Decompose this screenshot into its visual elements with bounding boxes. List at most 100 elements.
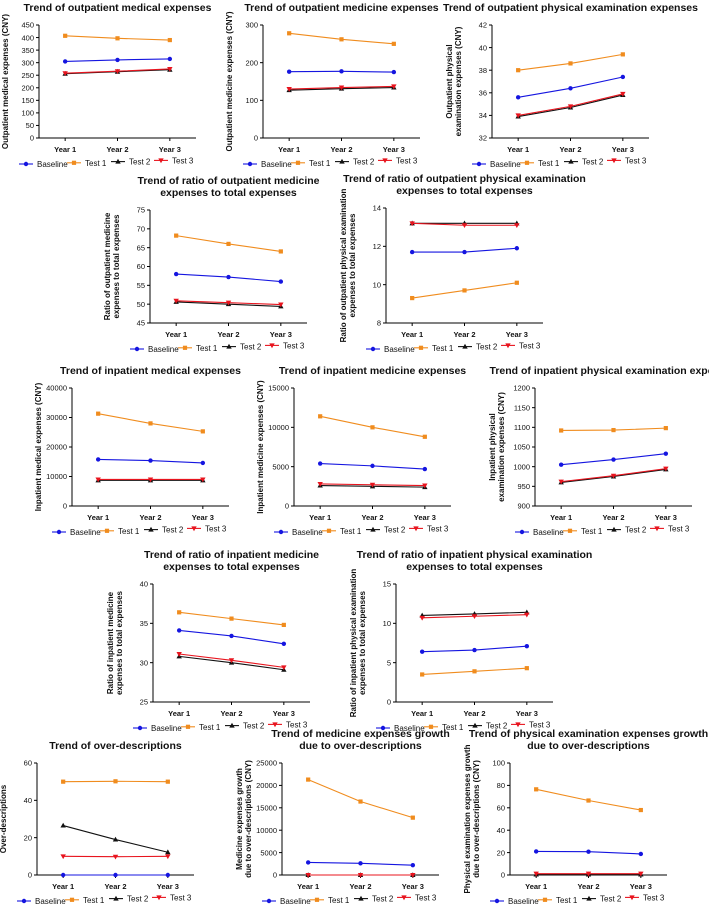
legend-marker <box>567 528 573 533</box>
chart-title: Trend of inpatient physical examination … <box>490 365 709 377</box>
legend-item-test-3: Test 3 <box>265 341 305 350</box>
y-tick-label: 250 <box>21 71 34 80</box>
chart-panel-8: Trend of inpatient physical examination … <box>488 365 709 537</box>
legend-marker <box>413 526 419 532</box>
legend-item-test-1: Test 1 <box>100 527 140 536</box>
data-point-test-1 <box>462 288 467 293</box>
x-tick-label: Year 1 <box>550 513 572 522</box>
legend-label: Baseline <box>35 897 66 906</box>
data-point-test-1 <box>113 779 118 784</box>
legend-item-baseline: Baseline <box>130 345 179 354</box>
data-point-baseline <box>173 271 179 277</box>
data-point-test-1 <box>638 807 643 813</box>
y-tick-label: 0 <box>273 871 277 880</box>
legend-marker <box>71 160 77 165</box>
y-tick-label: 100 <box>245 96 258 105</box>
legend-label: Test 2 <box>372 895 394 904</box>
data-point-baseline <box>281 641 287 646</box>
data-point-test-1 <box>174 233 179 238</box>
legend-label: Test 1 <box>309 159 331 168</box>
legend-label: Test 3 <box>643 893 665 902</box>
data-point-test-1 <box>422 434 427 439</box>
legend-item-test-3: Test 3 <box>501 341 541 350</box>
chart-title: expenses to total expenses <box>406 561 543 573</box>
data-point-test-3 <box>567 104 574 110</box>
data-point-test-1 <box>516 68 521 73</box>
y-axis-label: Ratio of inpatient physical examination <box>349 569 358 718</box>
legend-item-baseline: Baseline <box>262 897 311 906</box>
legend-item-test-1: Test 1 <box>67 159 107 168</box>
y-axis-label: due to over-descriptions (CNY) <box>472 760 481 878</box>
chart-title: expenses to total expenses <box>163 561 300 573</box>
x-tick-label: Year 1 <box>165 330 187 339</box>
legend-marker <box>326 528 332 533</box>
y-tick-label: 1150 <box>514 403 530 412</box>
legend-label: Test 1 <box>85 159 107 168</box>
y-tick-label: 8 <box>377 319 381 328</box>
data-point-test-1 <box>61 779 66 784</box>
legend-label: Test 1 <box>118 527 140 536</box>
legend-item-test-2: Test 2 <box>144 526 184 535</box>
x-tick-label: Year 1 <box>411 709 433 718</box>
legend-item-test-1: Test 1 <box>291 159 331 168</box>
legend-marker <box>56 529 62 535</box>
y-tick-label: 150 <box>21 96 34 105</box>
legend-item-test-3: Test 3 <box>409 524 449 533</box>
legend-label: Test 3 <box>396 156 418 165</box>
data-point-test-3 <box>515 113 521 119</box>
legend-item-test-1: Test 1 <box>181 723 221 732</box>
data-point-test-3 <box>317 481 323 487</box>
data-point-test-3 <box>165 854 171 860</box>
y-tick-label: 20000 <box>46 443 67 452</box>
chart-title: Trend of outpatient medical expenses <box>24 2 212 14</box>
y-tick-label: 15 <box>383 580 391 589</box>
y-axis-label: due to over-descriptions (CNY) <box>244 760 253 878</box>
data-point-test-3 <box>60 854 66 860</box>
data-point-test-1 <box>200 429 205 434</box>
y-tick-label: 10000 <box>256 826 277 835</box>
x-tick-label: Year 3 <box>159 145 181 154</box>
legend-marker <box>137 725 143 731</box>
legend-marker <box>370 346 376 352</box>
y-tick-label: 10 <box>383 619 391 628</box>
data-point-baseline <box>229 633 234 639</box>
legend-label: Test 3 <box>205 524 227 533</box>
x-tick-label: Year 3 <box>157 882 179 891</box>
legend-marker <box>519 529 525 535</box>
x-tick-label: Year 1 <box>87 513 109 522</box>
legend-item-test-1: Test 1 <box>65 896 105 905</box>
data-point-test-3 <box>558 479 564 485</box>
x-tick-label: Year 2 <box>453 330 475 339</box>
y-tick-label: 20000 <box>256 781 277 790</box>
legend-marker <box>185 724 191 729</box>
x-tick-label: Year 2 <box>104 882 126 891</box>
data-point-test-3 <box>461 223 468 229</box>
data-point-test-1 <box>167 37 172 43</box>
data-point-baseline <box>419 649 425 654</box>
y-tick-label: 100 <box>492 759 505 768</box>
legend-marker <box>462 343 468 349</box>
y-tick-label: 40 <box>497 826 505 835</box>
data-point-test-3 <box>62 71 68 77</box>
legend-label: Baseline <box>280 897 311 906</box>
y-tick-label: 0 <box>63 502 67 511</box>
data-point-test-1 <box>611 427 616 433</box>
data-point-test-1 <box>226 241 231 246</box>
chart-title: expenses to total expenses <box>160 187 297 199</box>
chart-title: Trend of inpatient medicine expenses <box>279 365 466 377</box>
x-tick-label: Year 2 <box>602 513 624 522</box>
legend-item-test-2: Test 2 <box>354 895 394 904</box>
chart-panel-5: Trend of ratio of outpatient physical ex… <box>339 173 586 354</box>
legend-item-test-2: Test 2 <box>458 343 498 352</box>
y-tick-label: 0 <box>501 871 505 880</box>
y-tick-label: 34 <box>479 111 487 120</box>
legend-item-test-3: Test 3 <box>268 720 308 729</box>
legend-marker <box>472 722 478 728</box>
legend-label: Test 2 <box>129 158 151 167</box>
data-point-baseline <box>514 246 520 251</box>
legend-marker <box>148 526 154 532</box>
legend-item-test-2: Test 2 <box>607 526 647 535</box>
data-point-test-3 <box>663 466 669 472</box>
data-point-baseline <box>148 458 153 463</box>
data-point-test-1 <box>514 280 519 285</box>
